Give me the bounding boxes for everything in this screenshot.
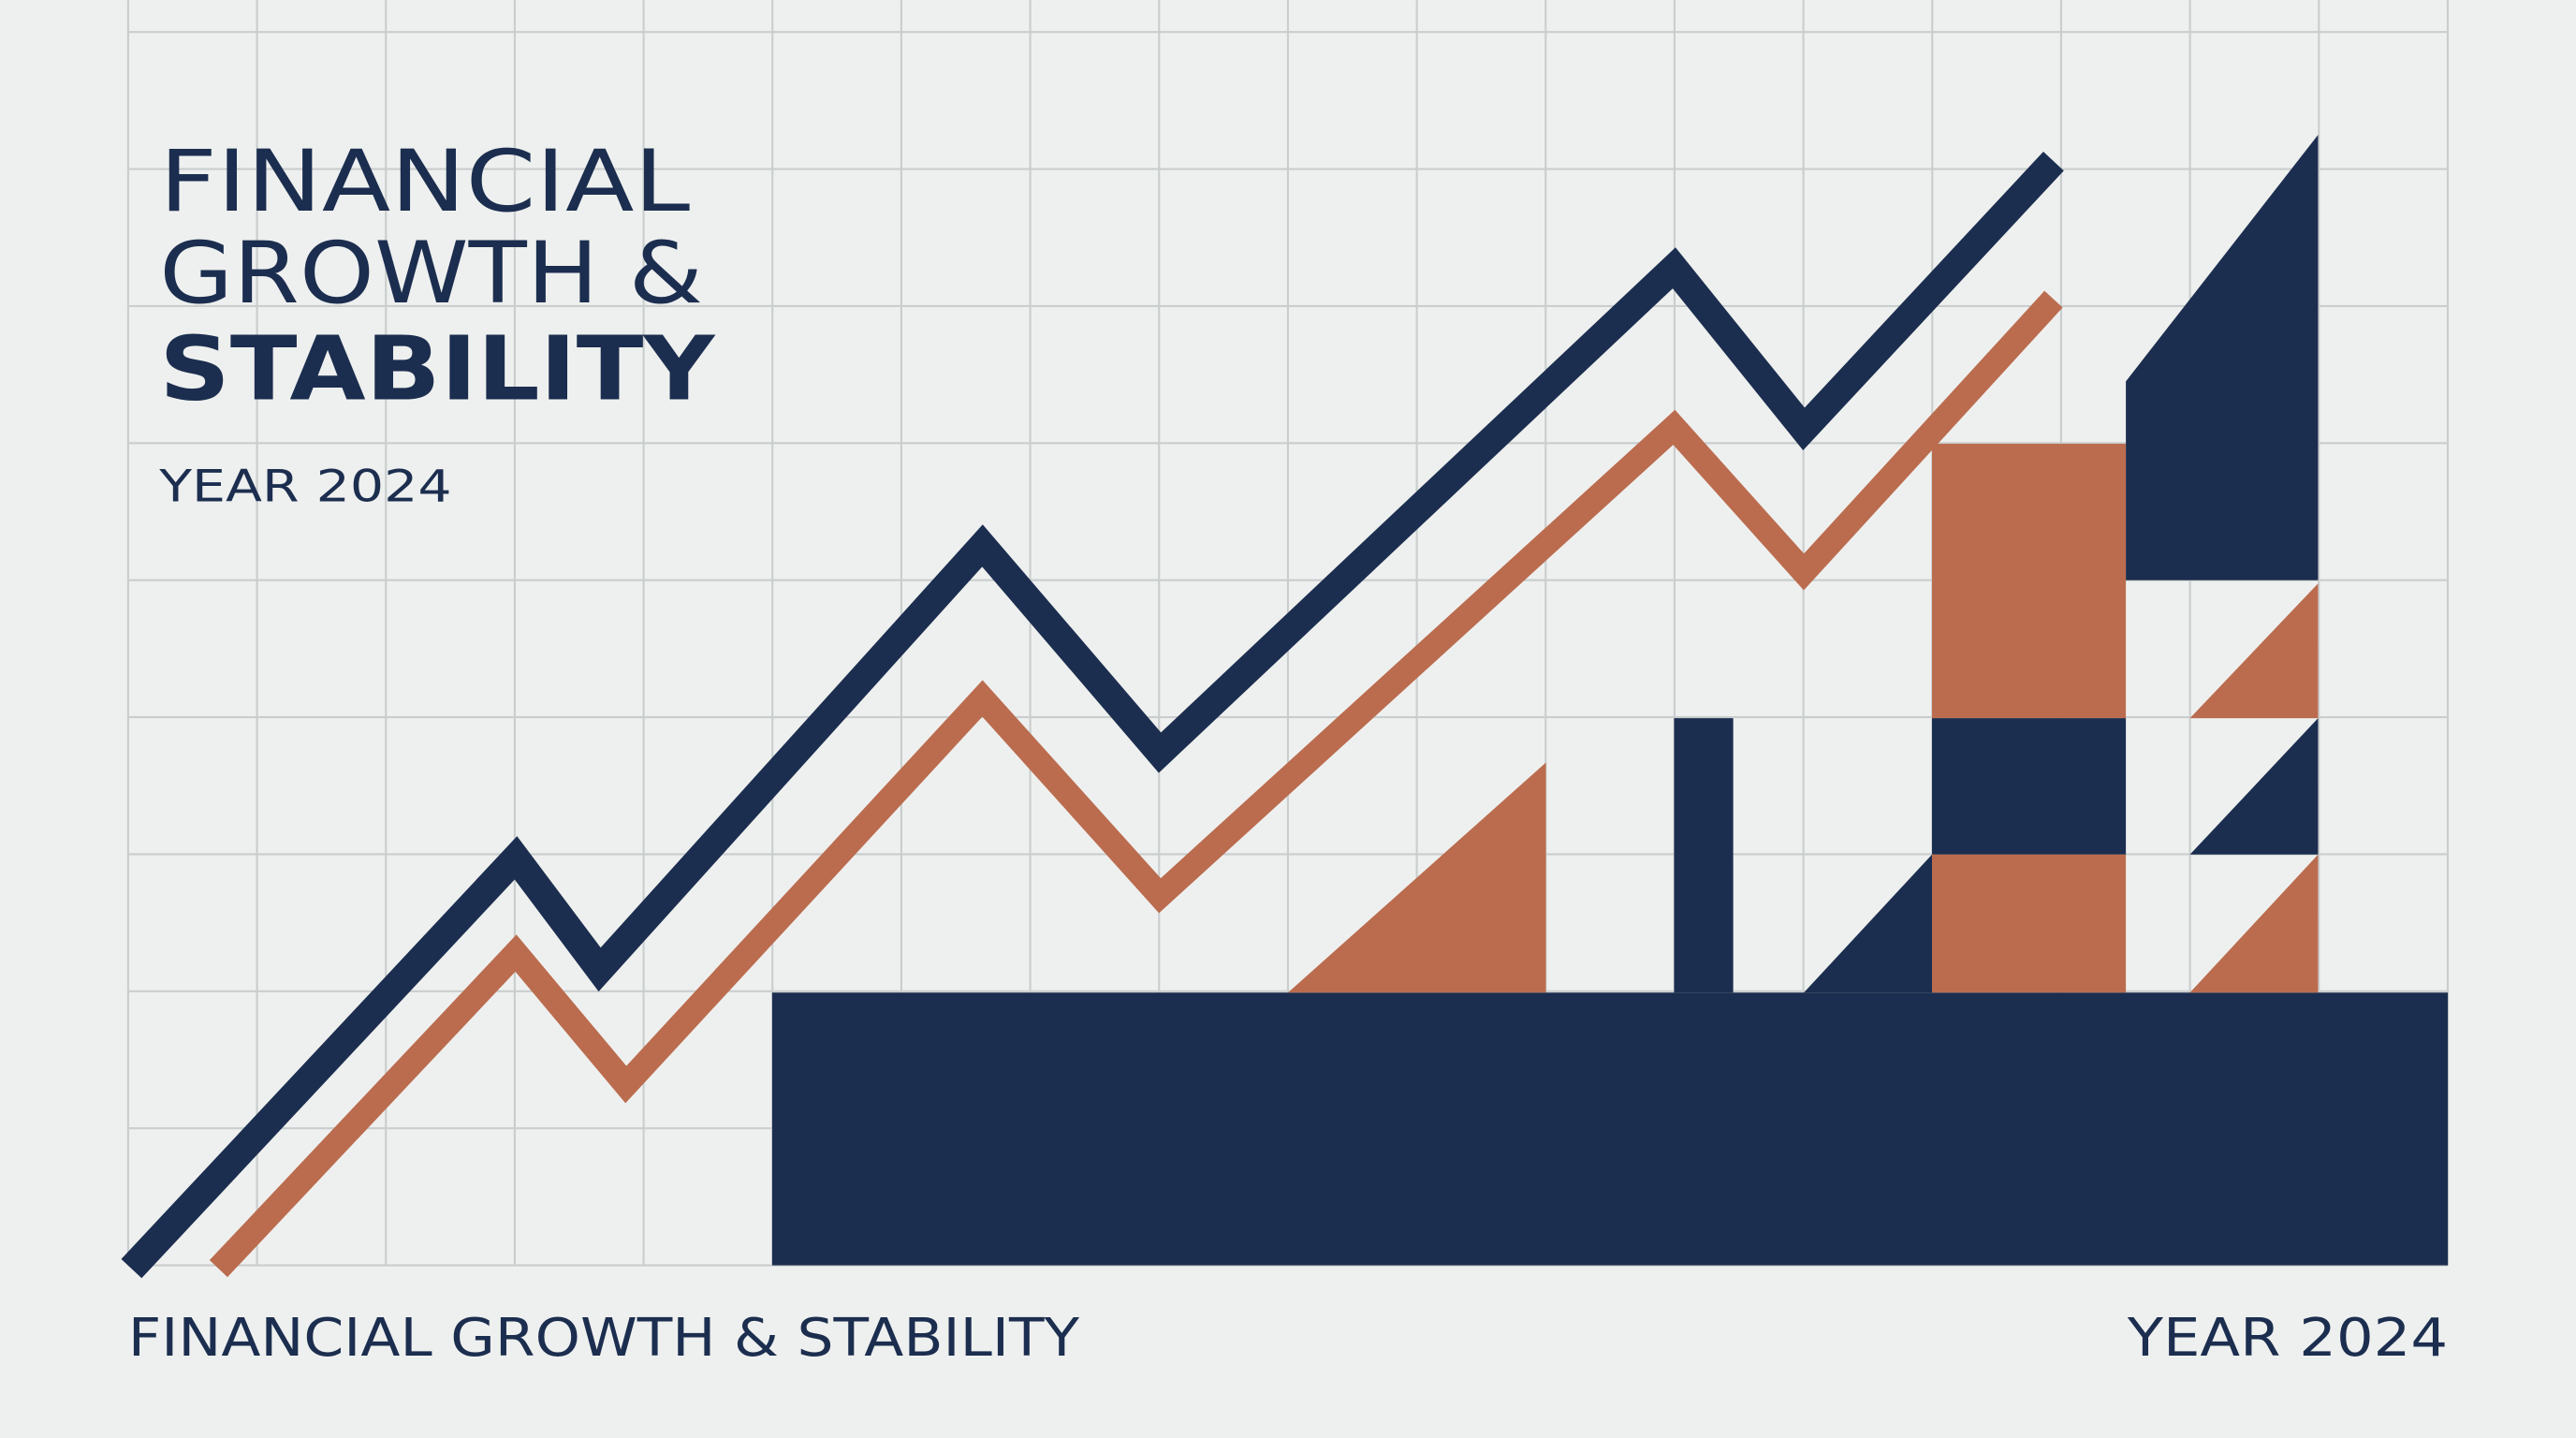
navy-bar [1674,718,1734,993]
orange-line [209,290,2063,1278]
title-line: FINANCIAL [159,131,690,231]
footer-year: YEAR 2024 [2127,1308,2448,1369]
navy-block [1932,718,2127,855]
footer-title: FINANCIAL GROWTH & STABILITY [128,1308,1080,1369]
orange-block [1932,854,2127,993]
navy-line [121,151,2064,1279]
title-line: STABILITY [159,318,716,421]
year: YEAR 2024 [158,461,452,512]
orange-block [1932,444,2127,719]
title-line: GROWTH & [159,223,703,323]
navy-triangle [1804,854,1932,993]
navy-shape [2126,135,2319,580]
base-block [771,992,2449,1266]
